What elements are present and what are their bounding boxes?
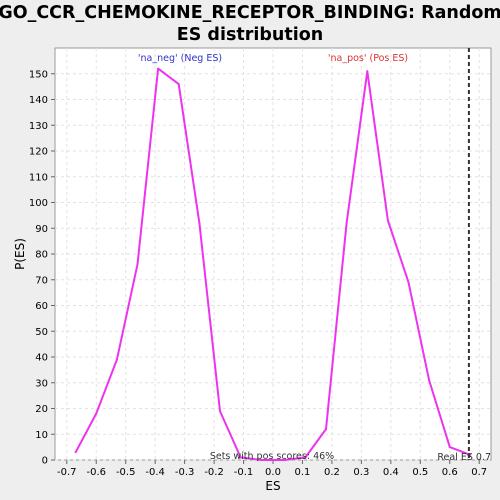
- data-point: [304, 456, 307, 459]
- y-tick-label: 0: [42, 456, 48, 467]
- x-tick-label: 0.6: [442, 467, 458, 478]
- data-point: [136, 263, 139, 266]
- x-tick-label: 0.7: [471, 467, 487, 478]
- data-point: [428, 379, 431, 382]
- data-point: [366, 70, 369, 73]
- data-point: [260, 459, 263, 461]
- y-tick-label: 140: [29, 95, 48, 106]
- pos-es-label: 'na_pos' (Pos ES): [328, 53, 408, 64]
- y-tick-label: 40: [35, 353, 48, 364]
- x-tick-label: 0.3: [353, 467, 369, 478]
- data-point: [177, 83, 180, 86]
- data-point: [386, 219, 389, 222]
- data-point: [218, 410, 221, 413]
- data-point: [407, 281, 410, 284]
- x-tick-label: -0.1: [234, 467, 254, 478]
- y-tick-label: 50: [35, 327, 48, 338]
- y-tick-label: 110: [29, 172, 48, 183]
- y-tick-label: 150: [29, 69, 48, 80]
- x-tick-label: -0.5: [116, 467, 136, 478]
- data-point: [115, 358, 118, 361]
- y-tick-label: 130: [29, 121, 48, 132]
- data-point: [198, 222, 201, 225]
- y-tick-label: 30: [35, 378, 48, 389]
- y-tick-label: 120: [29, 147, 48, 158]
- x-tick-label: -0.2: [204, 467, 224, 478]
- x-tick-label: -0.7: [57, 467, 77, 478]
- data-point: [283, 459, 286, 461]
- y-tick-label: 80: [35, 250, 48, 261]
- data-point: [345, 222, 348, 225]
- data-point: [325, 428, 328, 431]
- chart-title-line1: GO_CCR_CHEMOKINE_RECEPTOR_BINDING: Rando…: [0, 3, 500, 23]
- y-tick-label: 20: [35, 404, 48, 415]
- sets-pos-score-text: Sets with pos scores: 46%: [210, 451, 334, 462]
- y-tick-label: 60: [35, 301, 48, 312]
- neg-es-label: 'na_neg' (Neg ES): [138, 53, 222, 64]
- data-point: [74, 451, 77, 454]
- y-tick-label: 10: [35, 430, 48, 441]
- y-axis-label: P(ES): [13, 238, 27, 270]
- chart-title-line2: ES distribution: [177, 25, 323, 45]
- x-tick-label: -0.6: [86, 467, 106, 478]
- data-point: [448, 446, 451, 449]
- x-tick-label: -0.4: [145, 467, 165, 478]
- x-tick-label: 0.1: [295, 467, 311, 478]
- y-axis-ticks: 0 10 20 30 40 50 60 70 80 90 100 110 120 130 140 150: [29, 69, 55, 467]
- es-distribution-line: [74, 67, 471, 461]
- real-es-text: Real ES 0.7: [437, 452, 491, 463]
- x-axis-ticks: -0.7 -0.6 -0.5 -0.4 -0.3 -0.2 -0.1 0.0 0.1 0.2 0.3…: [57, 460, 487, 478]
- x-tick-label: 0.5: [412, 467, 428, 478]
- grid: [55, 48, 491, 461]
- y-tick-label: 100: [29, 198, 48, 209]
- x-axis-label: ES: [265, 479, 280, 493]
- y-tick-label: 70: [35, 275, 48, 286]
- data-point: [239, 456, 242, 459]
- x-tick-label: 0.4: [383, 467, 399, 478]
- data-point: [157, 67, 160, 70]
- x-tick-label: -0.3: [175, 467, 195, 478]
- data-point: [95, 412, 98, 415]
- x-tick-label: 0.0: [265, 467, 281, 478]
- y-tick-label: 90: [35, 224, 48, 235]
- x-tick-label: 0.2: [324, 467, 340, 478]
